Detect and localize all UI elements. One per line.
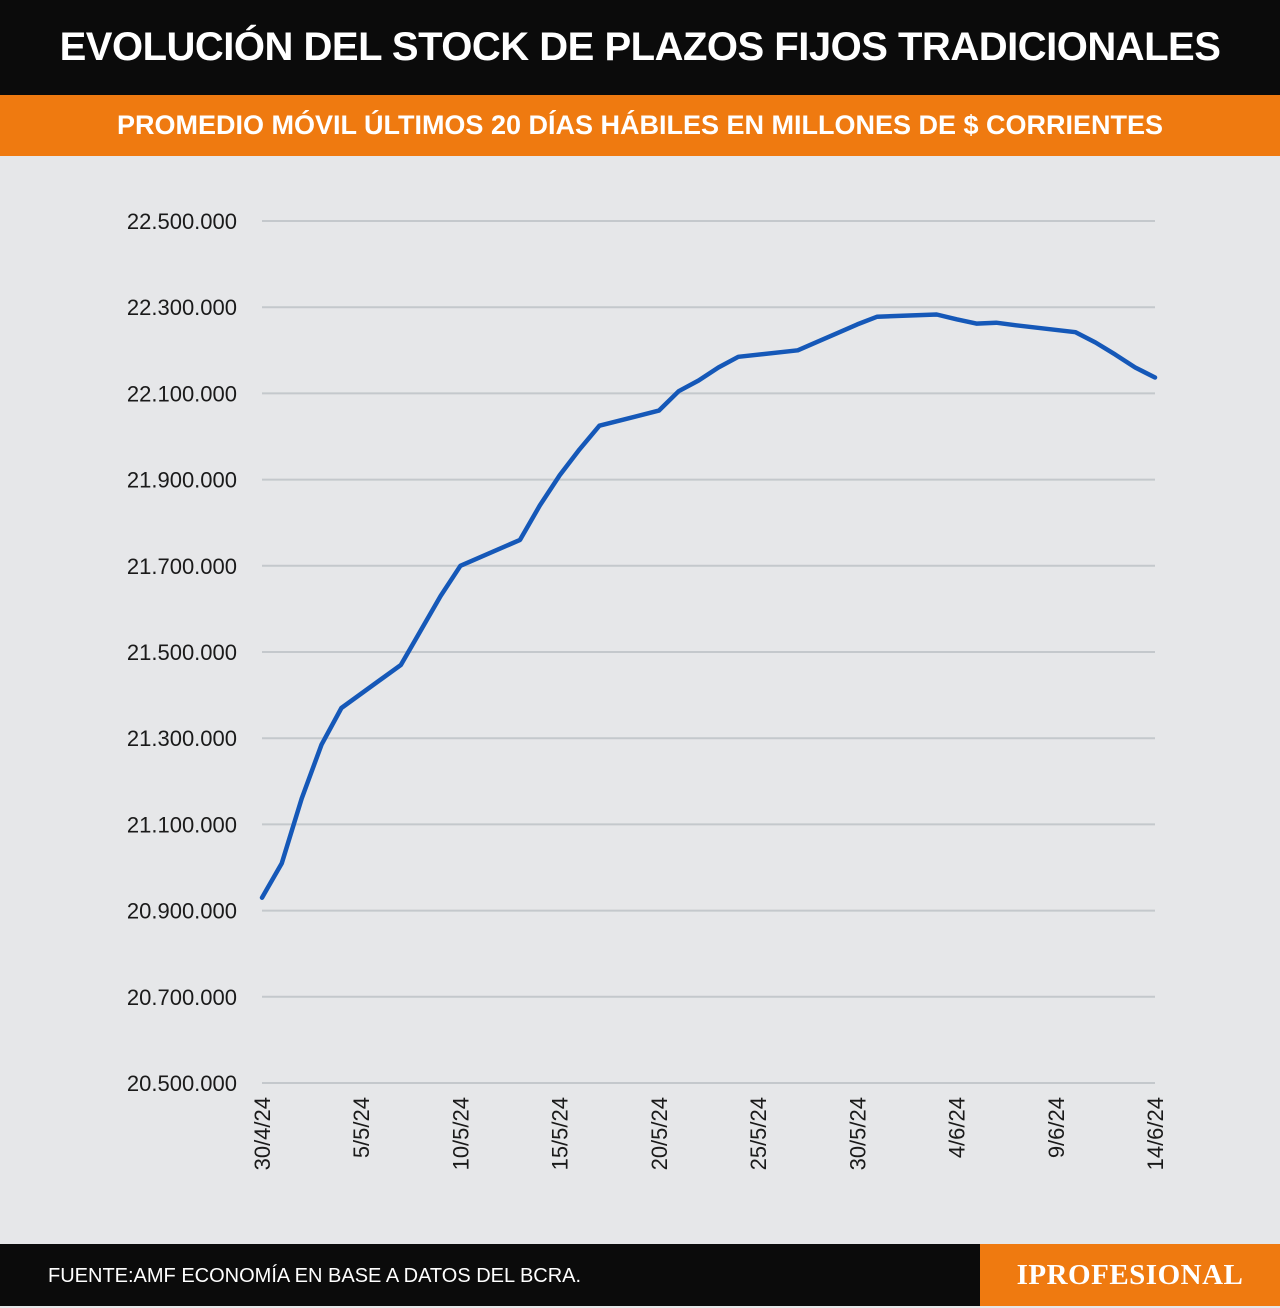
chart-title: EVOLUCIÓN DEL STOCK DE PLAZOS FIJOS TRAD… bbox=[59, 25, 1221, 69]
x-tick-label: 20/5/24 bbox=[647, 1097, 672, 1170]
x-axis-ticks: 30/4/24 5/5/24 10/5/24 15/5/24 20/5/24 25/5/2… bbox=[250, 1097, 1168, 1170]
series-layer bbox=[259, 312, 1158, 900]
x-tick-label: 14/6/24 bbox=[1143, 1097, 1168, 1170]
x-tick-label: 5/5/24 bbox=[349, 1097, 374, 1158]
x-tick-label: 9/6/24 bbox=[1044, 1097, 1069, 1158]
x-tick-label: 4/6/24 bbox=[945, 1097, 970, 1158]
y-tick-label: 22.500.000 bbox=[127, 209, 237, 234]
y-tick-label: 20.500.000 bbox=[127, 1071, 237, 1096]
y-tick-label: 21.500.000 bbox=[127, 640, 237, 665]
x-tick-label: 25/5/24 bbox=[746, 1097, 771, 1170]
y-tick-label: 21.300.000 bbox=[127, 726, 237, 751]
x-tick-label: 15/5/24 bbox=[548, 1097, 573, 1170]
footer: FUENTE:AMF ECONOMÍA EN BASE A DATOS DEL … bbox=[0, 1244, 1280, 1306]
x-tick-label: 30/5/24 bbox=[845, 1097, 870, 1170]
y-tick-label: 22.300.000 bbox=[127, 295, 237, 320]
y-tick-label: 21.700.000 bbox=[127, 554, 237, 579]
y-tick-label: 22.100.000 bbox=[127, 381, 237, 406]
line-chart: 20.500.000 20.700.000 20.900.000 21.100.000… bbox=[127, 209, 1168, 1170]
y-tick-label: 21.100.000 bbox=[127, 812, 237, 837]
source-note: FUENTE:AMF ECONOMÍA EN BASE A DATOS DEL … bbox=[48, 1265, 582, 1287]
x-tick-label: 10/5/24 bbox=[448, 1097, 473, 1170]
y-tick-label: 21.900.000 bbox=[127, 468, 237, 493]
brand-logo: IPROFESIONAL bbox=[980, 1244, 1280, 1306]
subtitle-bar: PROMEDIO MÓVIL ÚLTIMOS 20 DÍAS HÁBILES E… bbox=[0, 95, 1280, 156]
title-bar: EVOLUCIÓN DEL STOCK DE PLAZOS FIJOS TRAD… bbox=[0, 0, 1280, 95]
y-axis-ticks: 20.500.000 20.700.000 20.900.000 21.100.000… bbox=[127, 209, 237, 1096]
chart-subtitle: PROMEDIO MÓVIL ÚLTIMOS 20 DÍAS HÁBILES E… bbox=[116, 110, 1164, 140]
x-tick-label: 30/4/24 bbox=[250, 1097, 275, 1170]
y-tick-label: 20.700.000 bbox=[127, 985, 237, 1010]
series-line bbox=[259, 312, 1158, 900]
y-tick-label: 20.900.000 bbox=[127, 899, 237, 924]
gridlines bbox=[262, 220, 1155, 1084]
